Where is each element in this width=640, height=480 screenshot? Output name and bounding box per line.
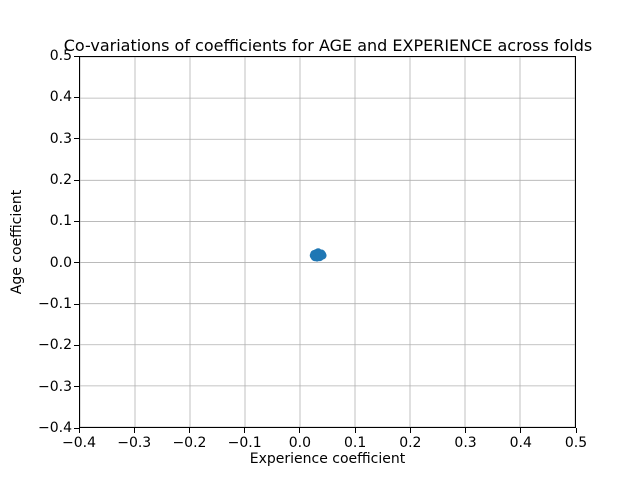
x-tick-mark bbox=[575, 428, 577, 433]
x-tick-label: 0.0 bbox=[288, 435, 311, 451]
y-tick-label: −0.1 bbox=[38, 296, 72, 312]
x-tick-mark bbox=[520, 428, 522, 433]
y-tick-label: 0.0 bbox=[49, 254, 72, 271]
x-axis-label: Experience coefficient bbox=[249, 451, 406, 467]
x-tick-label: 0.3 bbox=[454, 435, 477, 451]
plot-canvas bbox=[80, 57, 575, 427]
x-tick-mark bbox=[354, 428, 356, 433]
y-tick-label: 0.1 bbox=[49, 213, 72, 230]
x-tick-mark bbox=[409, 428, 411, 433]
x-tick-label: 0.4 bbox=[509, 435, 532, 451]
y-tick-label: −0.3 bbox=[38, 378, 72, 395]
y-tick-mark bbox=[74, 220, 79, 222]
x-tick-mark bbox=[299, 428, 301, 433]
x-tick-mark bbox=[465, 428, 467, 433]
y-tick-mark bbox=[74, 427, 79, 429]
y-tick-mark bbox=[74, 55, 79, 57]
x-tick-label: −0.1 bbox=[227, 435, 262, 451]
x-tick-mark bbox=[188, 428, 190, 433]
plot-area bbox=[79, 56, 576, 428]
y-tick-label: 0.3 bbox=[49, 130, 72, 147]
y-tick-label: 0.4 bbox=[49, 89, 72, 106]
y-tick-label: 0.5 bbox=[49, 48, 72, 64]
x-tick-mark bbox=[78, 428, 80, 433]
y-tick-mark bbox=[74, 138, 79, 140]
y-tick-mark bbox=[74, 386, 79, 388]
x-tick-label: −0.4 bbox=[62, 435, 96, 451]
y-tick-label: 0.2 bbox=[49, 172, 72, 188]
y-axis-label: Age coefficient bbox=[9, 189, 25, 295]
chart-title: Co-variations of coefficients for AGE an… bbox=[63, 36, 593, 55]
x-tick-mark bbox=[244, 428, 246, 433]
y-tick-mark bbox=[74, 303, 79, 305]
y-tick-mark bbox=[74, 262, 79, 264]
x-tick-label: −0.3 bbox=[117, 435, 152, 451]
y-tick-mark bbox=[74, 179, 79, 181]
x-tick-mark bbox=[133, 428, 135, 433]
x-tick-label: 0.5 bbox=[564, 435, 588, 451]
y-tick-mark bbox=[74, 344, 79, 346]
y-tick-mark bbox=[74, 96, 79, 98]
scatter-point bbox=[318, 251, 327, 260]
x-tick-label: 0.2 bbox=[399, 435, 422, 451]
x-tick-label: 0.1 bbox=[343, 435, 367, 451]
x-tick-label: −0.2 bbox=[172, 435, 207, 451]
y-tick-label: −0.4 bbox=[38, 420, 72, 436]
y-tick-label: −0.2 bbox=[38, 337, 72, 354]
